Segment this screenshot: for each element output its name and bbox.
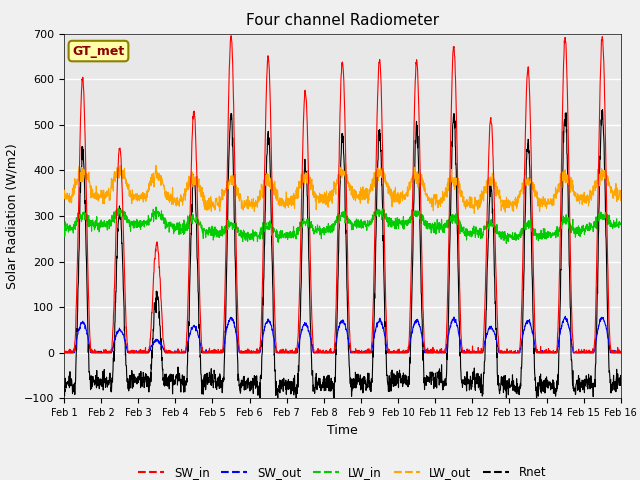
Title: Four channel Radiometer: Four channel Radiometer bbox=[246, 13, 439, 28]
X-axis label: Time: Time bbox=[327, 424, 358, 437]
Text: GT_met: GT_met bbox=[72, 45, 125, 58]
Y-axis label: Solar Radiation (W/m2): Solar Radiation (W/m2) bbox=[5, 143, 19, 289]
Legend: SW_in, SW_out, LW_in, LW_out, Rnet: SW_in, SW_out, LW_in, LW_out, Rnet bbox=[134, 461, 551, 480]
